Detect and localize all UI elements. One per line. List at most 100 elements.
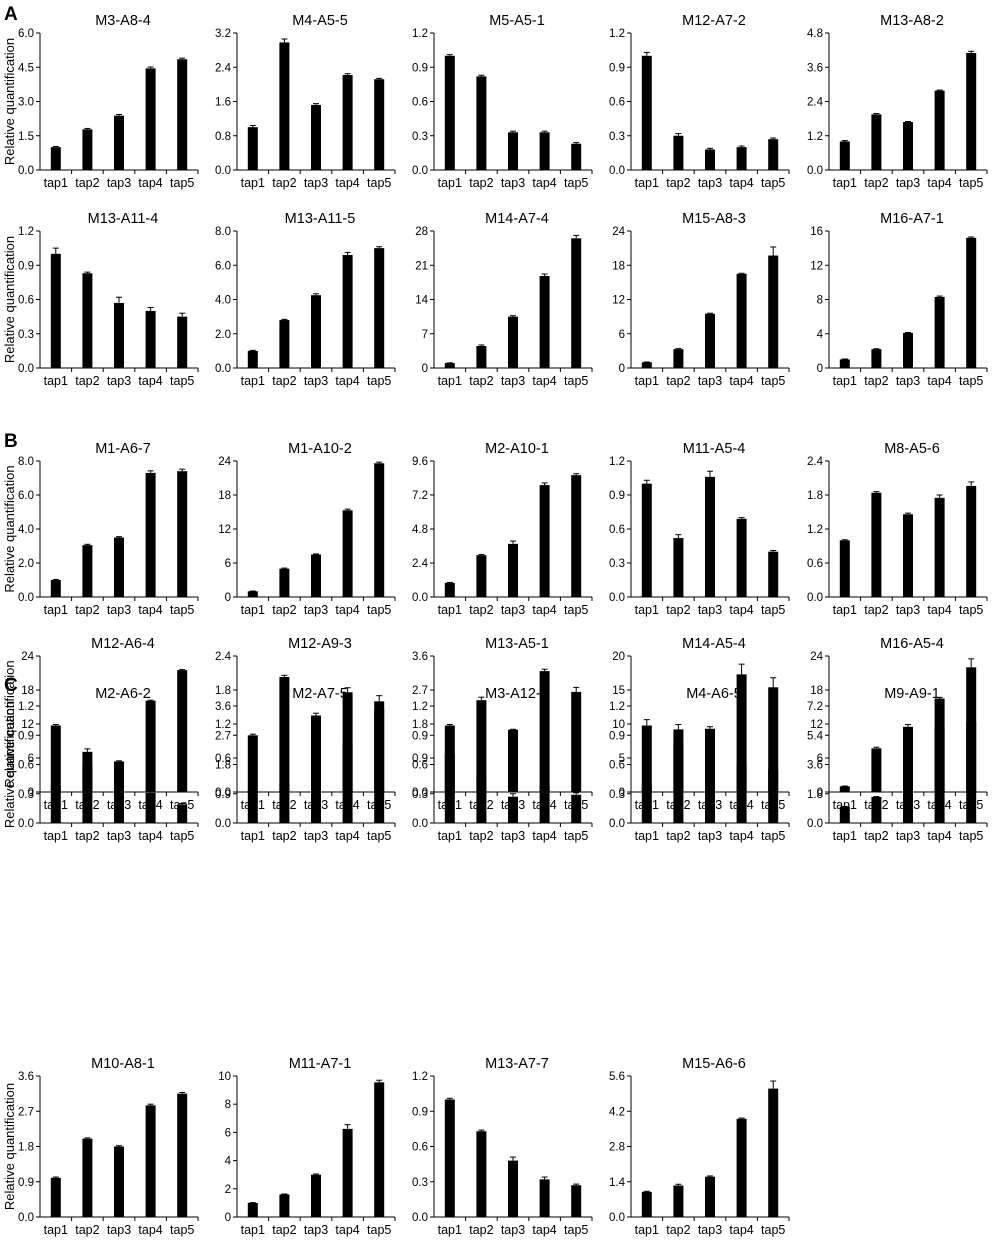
bar (641, 55, 652, 171)
x-tick-label: tap3 (698, 603, 722, 617)
bar (82, 751, 93, 823)
x-tick-label: tap4 (927, 176, 951, 190)
y-tick-label: 2.8 (609, 1142, 625, 1154)
bar (311, 554, 321, 597)
x-tick-label: tap2 (469, 1223, 493, 1237)
y-tick-label: 4.0 (215, 295, 231, 307)
x-tick-label: tap2 (469, 176, 493, 190)
y-tick-label: 0.0 (412, 787, 428, 799)
y-tick-label: 28 (415, 226, 428, 238)
y-tick-label: 0.0 (215, 818, 231, 830)
x-tick-label: tap5 (761, 176, 785, 190)
chart-title: M4-A5-5 (292, 13, 348, 29)
x-tick-label: tap1 (438, 829, 462, 843)
y-tick-label: 8 (225, 1099, 231, 1111)
y-tick-label: 6.0 (215, 260, 231, 272)
bar (903, 778, 913, 823)
bar (177, 804, 188, 823)
x-tick-label: tap5 (367, 1223, 391, 1237)
bar (50, 580, 61, 597)
chart-m11-a7-1: M11-A7-1 0 2 4 6 8 10 tap1 tap2 tap3 tap4 tap5 (218, 1056, 396, 1237)
y-axis-label: Relative quantification (2, 236, 17, 363)
y-tick-label: 1.8 (215, 685, 231, 697)
x-tick-label: tap4 (138, 1223, 162, 1237)
x-tick-label: tap4 (729, 829, 753, 843)
chart-title: M15-A8-3 (682, 211, 746, 227)
bar (311, 779, 321, 823)
y-tick-label: 0.6 (609, 97, 625, 109)
bar (966, 485, 977, 597)
bar (508, 132, 518, 170)
x-tick-label: tap1 (635, 374, 659, 388)
x-tick-label: tap2 (75, 176, 99, 190)
y-tick-label: 0.3 (412, 789, 428, 801)
bar (114, 537, 124, 597)
chart-title: M14-A7-4 (485, 211, 549, 227)
y-axis-label: Relative quantification (2, 660, 17, 787)
x-tick-label: tap2 (469, 829, 493, 843)
y-tick-label: 24 (21, 651, 34, 663)
bar (539, 485, 550, 597)
x-tick-label: tap2 (666, 829, 690, 843)
x-tick-label: tap2 (469, 374, 493, 388)
bar (934, 497, 945, 597)
x-tick-label: tap4 (138, 374, 162, 388)
y-tick-label: 0.0 (412, 1212, 428, 1224)
y-tick-label: 6 (225, 558, 231, 570)
bar (966, 52, 977, 170)
y-tick-label: 0 (225, 1212, 231, 1224)
bar (768, 551, 779, 597)
y-tick-label: 3.6 (807, 760, 823, 772)
x-tick-label: tap3 (698, 374, 722, 388)
y-tick-label: 16 (810, 226, 823, 238)
bar (476, 1131, 487, 1217)
bar (311, 715, 321, 792)
x-tick-label: tap3 (304, 374, 328, 388)
bar (768, 139, 779, 170)
y-tick-label: 2.7 (412, 685, 428, 697)
y-tick-label: 7 (422, 329, 428, 341)
x-tick-label: tap5 (564, 829, 588, 843)
bar (374, 79, 385, 170)
chart-m12-a7-2: M12-A7-2 0.0 0.3 0.6 0.9 1.2 tap1 tap2 tap3 tap4 t… (609, 13, 790, 190)
chart-m3-a8-4: M3-A8-4 0.0 1.5 3.0 4.5 6.0 tap1 tap2 tap3 tap4 ta… (18, 13, 199, 190)
x-tick-label: tap1 (241, 374, 265, 388)
y-tick-label: 1.2 (412, 701, 428, 713)
panel-label-b: B (4, 431, 18, 452)
bar (673, 1185, 684, 1217)
bar (768, 1088, 779, 1217)
bar (571, 475, 582, 597)
x-tick-label: tap1 (635, 176, 659, 190)
y-tick-label: 0.0 (412, 592, 428, 604)
y-tick-label: 1.2 (807, 131, 823, 143)
bar (768, 687, 779, 792)
chart-title: M2-A6-2 (95, 686, 151, 702)
y-tick-label: 0.6 (18, 760, 34, 772)
x-tick-label: tap2 (864, 176, 888, 190)
y-tick-label: 4 (225, 1156, 232, 1168)
y-tick-label: 0.9 (609, 730, 625, 742)
chart-title: M16-A5-4 (880, 636, 944, 652)
x-tick-label: tap5 (959, 603, 983, 617)
y-tick-label: 2 (225, 1184, 231, 1196)
bar (641, 483, 652, 597)
chart-title: M15-A6-6 (682, 1056, 746, 1072)
y-tick-label: 12 (612, 295, 625, 307)
y-tick-label: 2.4 (412, 558, 429, 570)
y-tick-label: 0.9 (18, 730, 34, 742)
y-tick-label: 2.4 (215, 62, 232, 74)
y-tick-label: 0.0 (18, 592, 34, 604)
y-axis-label: Relative quantification (2, 701, 17, 828)
x-tick-label: tap5 (170, 176, 194, 190)
y-tick-label: 9.6 (412, 456, 428, 468)
y-tick-label: 1.2 (18, 701, 34, 713)
chart-title: M13-A8-2 (880, 13, 944, 29)
chart-m1-a10-2: M1-A10-2 0 6 12 18 24 tap1 tap2 tap3 tap4 tap5 (218, 441, 396, 617)
y-tick-label: 4.2 (609, 1106, 625, 1118)
y-axis-label: Relative quantification (2, 38, 17, 165)
bar (673, 349, 684, 368)
y-tick-label: 18 (21, 685, 34, 697)
